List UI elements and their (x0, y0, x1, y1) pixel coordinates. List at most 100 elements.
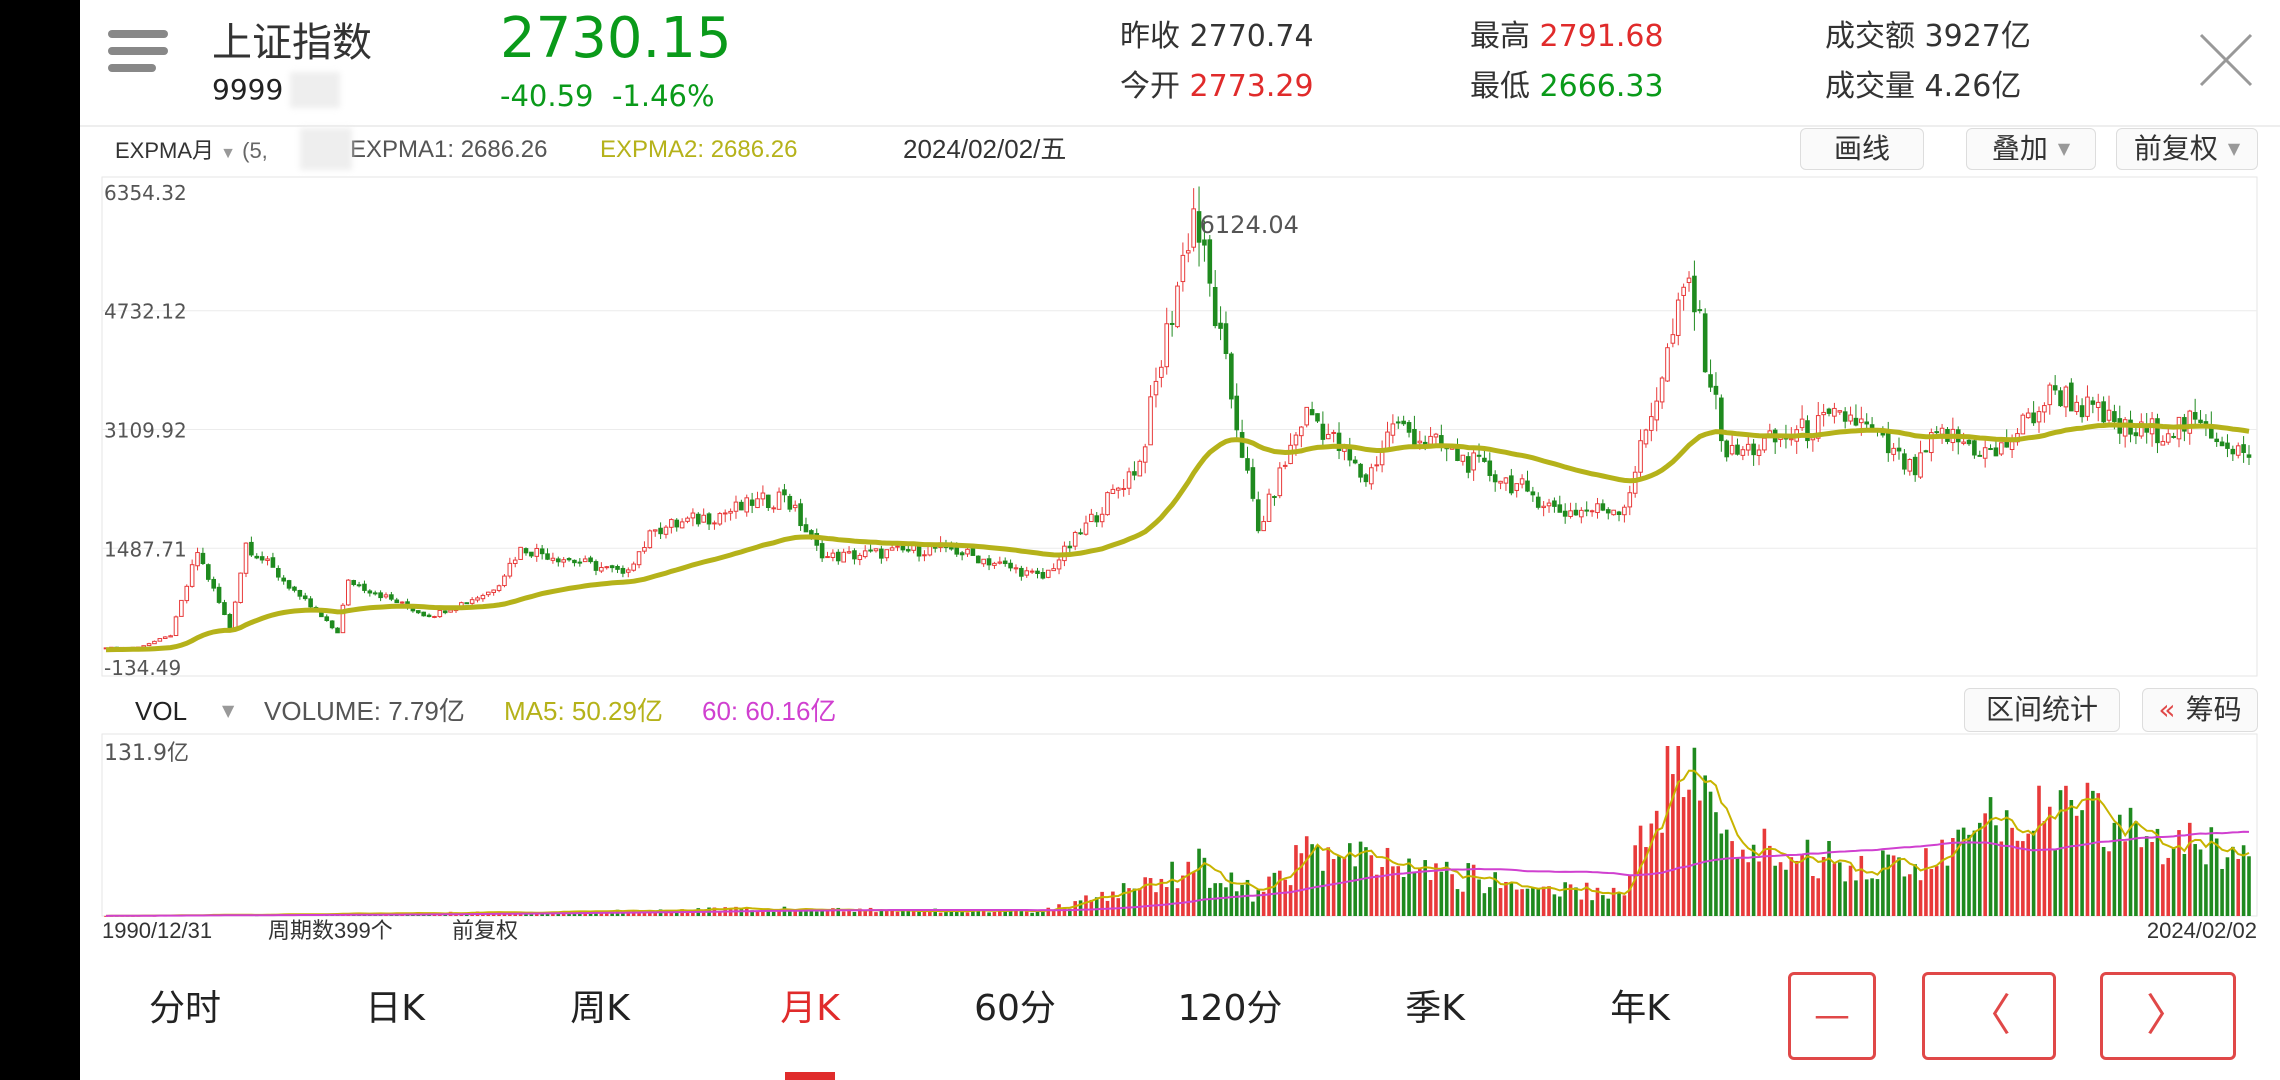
candle-down (1395, 421, 1401, 424)
candle-down (222, 602, 227, 616)
tab-7[interactable]: 年K (1610, 988, 1670, 1029)
tab-6[interactable]: 季K (1405, 988, 1465, 1029)
zoom-out-button[interactable]: — (1788, 972, 1876, 1060)
candle-up (728, 510, 733, 514)
stat-5: 成交量 4.26亿 (1825, 69, 2021, 105)
candle-down (749, 499, 755, 506)
tab-5[interactable]: 120分 (1177, 988, 1283, 1029)
candle-up (2047, 384, 2053, 406)
volume-bar (1918, 880, 1923, 916)
volume-bar (1477, 879, 1481, 916)
candle-up (152, 640, 157, 645)
volume-bar (1897, 857, 1901, 916)
volume-bar (911, 911, 916, 916)
previous-button[interactable]: 〈 (1922, 972, 2056, 1060)
volume-bar (1601, 895, 1605, 916)
tab-1[interactable]: 日K (365, 988, 425, 1029)
candle-up (582, 558, 588, 563)
candle-up (1385, 431, 1390, 449)
candle-up (1369, 467, 1374, 485)
candle-up (1789, 438, 1794, 441)
volume-bar (701, 911, 706, 916)
close-icon[interactable] (2196, 32, 2256, 88)
candle-down (329, 620, 335, 629)
candle-down (1401, 420, 1406, 425)
candle-up (1821, 411, 1826, 416)
candle-up (722, 512, 728, 515)
candle-up (1611, 509, 1616, 516)
tab-0[interactable]: 分时 (148, 988, 222, 1029)
candle-up (265, 558, 270, 561)
candle-down (1255, 499, 1261, 532)
volume-bar (1574, 887, 1578, 916)
volume-bar (1977, 822, 1982, 916)
volume-bar (2047, 806, 2052, 916)
volume-bar (1999, 841, 2004, 916)
candle-up (2085, 396, 2090, 417)
volume-bar (2123, 841, 2127, 916)
candle-up (636, 551, 642, 566)
candle-down (1132, 471, 1137, 476)
volume-bar (1035, 909, 1040, 916)
overlay-dropdown[interactable]: 叠加 ▼ (1966, 128, 2096, 170)
tab-3[interactable]: 月K (780, 988, 840, 1029)
volume-bar (1240, 885, 1244, 916)
candle-up (1110, 488, 1116, 494)
indicator-selector[interactable]: EXPMA月 ▼ (5, (115, 138, 268, 163)
candle-up (2095, 401, 2101, 408)
range-stats-button[interactable]: 区间统计 (1964, 688, 2120, 732)
volume-bar (2096, 793, 2101, 916)
candle-down (1422, 441, 1428, 445)
volume-bar (2069, 800, 2074, 916)
candle-up (1299, 426, 1304, 437)
volume-bar (1132, 888, 1137, 916)
candle-down (1530, 491, 1536, 496)
volume-bar (998, 909, 1002, 916)
candle-down (415, 610, 421, 614)
next-button[interactable]: 〉 (2100, 972, 2236, 1060)
volume-indicator-name[interactable]: VOL (135, 696, 188, 726)
candle-down (2101, 401, 2106, 423)
candle-down (970, 548, 976, 556)
volume-bar (1789, 857, 1794, 916)
candle-up (1164, 323, 1170, 368)
tab-2[interactable]: 周K (570, 988, 630, 1029)
volume-bar (1396, 866, 1401, 916)
volume-bar (1606, 898, 1611, 916)
candle-down (1805, 420, 1810, 442)
tab-4[interactable]: 60分 (974, 988, 1056, 1029)
candle-down (1207, 239, 1213, 284)
volume-bar (1100, 891, 1104, 916)
chips-button[interactable]: « 筹码 (2142, 688, 2258, 732)
volume-bar (621, 912, 625, 916)
candle-up (1568, 510, 1573, 517)
candle-up (1185, 250, 1191, 254)
candle-up (760, 492, 766, 500)
volume-bar (884, 910, 889, 916)
draw-line-button[interactable]: 画线 (1800, 128, 1924, 170)
candle-down (1923, 450, 1929, 453)
candle-down (555, 558, 561, 563)
menu-icon[interactable] (108, 30, 168, 80)
candle-down (1412, 428, 1417, 446)
volume-bar (691, 910, 695, 916)
volume-bar (798, 908, 803, 916)
volume-bar (1444, 861, 1449, 916)
candle-up (1191, 208, 1196, 248)
volume-bar (1234, 891, 1239, 916)
candle-up (733, 501, 739, 512)
expma2-value: EXPMA2: 2686.26 (600, 136, 798, 163)
volume-bar (1886, 854, 1891, 916)
candle-up (1282, 464, 1288, 467)
volume-bar (2080, 810, 2084, 916)
candle-up (1331, 431, 1336, 434)
candle-up (383, 594, 389, 598)
volume-value: VOLUME: 7.79亿 (264, 696, 465, 726)
chevron-left-icon: 〈 (1967, 989, 2011, 1041)
volume-bar (1676, 746, 1681, 916)
dropdown-icon[interactable]: ▼ (222, 701, 235, 720)
adjust-dropdown[interactable]: 前复权 ▼ (2116, 128, 2258, 170)
y-tick-label: 1487.71 (104, 537, 187, 561)
candle-up (1665, 347, 1670, 382)
